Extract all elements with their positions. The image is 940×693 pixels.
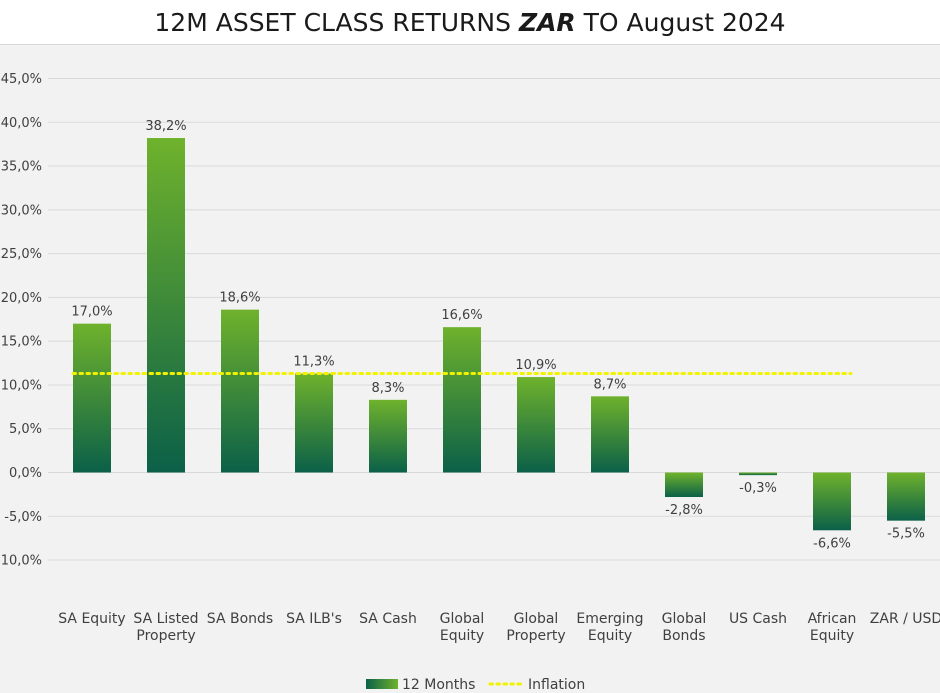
y-tick-label: 30,0% (1, 203, 42, 218)
x-category-label: Emerging Equity (576, 611, 643, 644)
data-label: -2,8% (665, 503, 703, 518)
grid-layer (48, 78, 940, 561)
y-tick-label: 40,0% (1, 116, 42, 131)
chart-title-emphasis: ZAR (518, 7, 576, 37)
y-tick-label: -10,0% (0, 554, 42, 569)
chart-title-suffix: TO August 2024 (575, 7, 786, 37)
x-category-label: Global Property (506, 611, 565, 644)
bar (221, 309, 259, 473)
y-tick-label: 20,0% (1, 291, 42, 306)
data-label: 17,0% (71, 305, 112, 320)
x-category-label: Global Equity (440, 611, 485, 644)
x-category-label: SA Cash (359, 611, 417, 627)
x-category-label: ZAR / USD (870, 611, 940, 627)
bar (295, 373, 333, 473)
y-axis: 45,0% 40,0% 35,0% 30,0% 25,0% 20,0% 15,0% 10,0%… (0, 72, 42, 569)
y-tick-label: 25,0% (1, 247, 42, 262)
bar (369, 399, 407, 473)
x-axis: SA Equity SA Listed Property SA Bonds SA ILB… (58, 611, 940, 644)
y-tick-label: 15,0% (1, 335, 42, 350)
data-label: 8,7% (593, 377, 626, 392)
x-category-label: Global Bonds (662, 611, 707, 644)
x-category-label: SA Bonds (207, 611, 273, 627)
x-category-label: SA ILB's (286, 611, 342, 627)
bars (73, 138, 925, 531)
y-tick-label: -5,0% (4, 510, 42, 525)
y-tick-label: 10,0% (1, 378, 42, 393)
y-tick-label: 45,0% (1, 72, 42, 87)
data-label: 38,2% (145, 119, 186, 134)
legend-swatch-12-months (366, 679, 398, 689)
bar (517, 377, 555, 473)
bar (739, 472, 777, 476)
data-label: 16,6% (441, 308, 482, 323)
x-category-label: African Equity (808, 611, 857, 644)
bar (813, 472, 851, 531)
legend: 12 Months Inflation (366, 677, 585, 693)
data-label: 10,9% (515, 358, 556, 373)
data-label: -0,3% (739, 481, 777, 496)
data-label: -5,5% (887, 527, 925, 542)
chart-title: 12M ASSET CLASS RETURNS ZAR TO August 20… (154, 8, 785, 37)
data-label: 8,3% (371, 381, 404, 396)
bar (147, 138, 185, 473)
data-label: 11,3% (293, 355, 334, 370)
y-tick-label: 0,0% (9, 466, 42, 481)
bar (591, 396, 629, 473)
legend-label-12-months: 12 Months (402, 677, 475, 693)
title-bar: 12M ASSET CLASS RETURNS ZAR TO August 20… (0, 0, 940, 45)
bar (887, 472, 925, 521)
y-tick-label: 35,0% (1, 160, 42, 175)
y-tick-label: 5,0% (9, 422, 42, 437)
bar (665, 472, 703, 498)
chart-title-prefix: 12M ASSET CLASS RETURNS (154, 7, 519, 37)
legend-label-inflation: Inflation (528, 677, 585, 693)
bar (73, 323, 111, 473)
data-labels: 17,0% 38,2% 18,6% 11,3% 8,3% 16,6% 10,9% 8,7% -2… (71, 119, 925, 551)
x-category-label: US Cash (729, 611, 787, 627)
data-label: 18,6% (219, 291, 260, 306)
x-category-label: SA Listed Property (133, 611, 198, 644)
data-label: -6,6% (813, 536, 851, 551)
x-category-label: SA Equity (58, 611, 125, 627)
bar (443, 327, 481, 473)
